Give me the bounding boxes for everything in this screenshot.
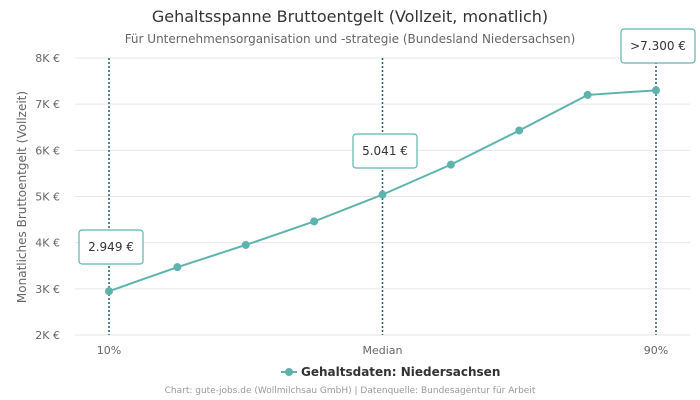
legend[interactable]: Gehaltsdaten: Niedersachsen xyxy=(281,365,500,379)
data-point[interactable] xyxy=(310,217,319,226)
y-tick-label: 2K € xyxy=(35,329,60,342)
chart-title: Gehaltsspanne Bruttoentgelt (Vollzeit, m… xyxy=(151,7,549,26)
data-point[interactable] xyxy=(652,86,660,95)
data-point[interactable] xyxy=(515,126,524,135)
value-callout-label: 2.949 € xyxy=(88,240,134,254)
y-tick-label: 7K € xyxy=(35,98,60,111)
x-tick-label: Median xyxy=(362,344,402,357)
data-point[interactable] xyxy=(173,263,182,272)
y-axis-ticks: 2K € 3K € 4K € 5K € 6K € 7K € 8K € xyxy=(35,52,60,342)
y-tick-label: 6K € xyxy=(35,144,60,157)
y-tick-label: 8K € xyxy=(35,52,60,65)
data-point[interactable] xyxy=(378,190,387,199)
series-layer xyxy=(105,86,660,296)
x-tick-label: 90% xyxy=(644,344,668,357)
data-point[interactable] xyxy=(446,160,455,169)
x-tick-label: 10% xyxy=(97,344,121,357)
value-callouts: 2.949 € 5.041 € >7.300 € xyxy=(78,28,696,265)
y-tick-label: 5K € xyxy=(35,191,60,204)
y-axis-label: Monatliches Bruttoentgelt (Vollzeit) xyxy=(15,91,29,303)
value-callout-label: >7.300 € xyxy=(630,39,686,53)
y-tick-label: 4K € xyxy=(35,237,60,250)
legend-series-label: Gehaltsdaten: Niedersachsen xyxy=(301,365,500,379)
x-axis-ticks: 10% Median 90% xyxy=(97,344,668,357)
data-point[interactable] xyxy=(105,287,113,296)
data-point[interactable] xyxy=(583,90,592,99)
chart-subtitle: Für Unternehmensorganisation und -strate… xyxy=(124,32,576,46)
value-callout-box xyxy=(620,28,696,64)
data-point[interactable] xyxy=(241,240,250,249)
value-callout-box xyxy=(78,229,144,265)
value-callout-label: 5.041 € xyxy=(362,144,408,158)
y-tick-label: 3K € xyxy=(35,283,60,296)
value-callout-box xyxy=(352,133,418,169)
chart-source-footer: Chart: gute-jobs.de (Wollmilchsau GmbH) … xyxy=(164,386,536,396)
legend-marker-swatch xyxy=(285,368,293,376)
